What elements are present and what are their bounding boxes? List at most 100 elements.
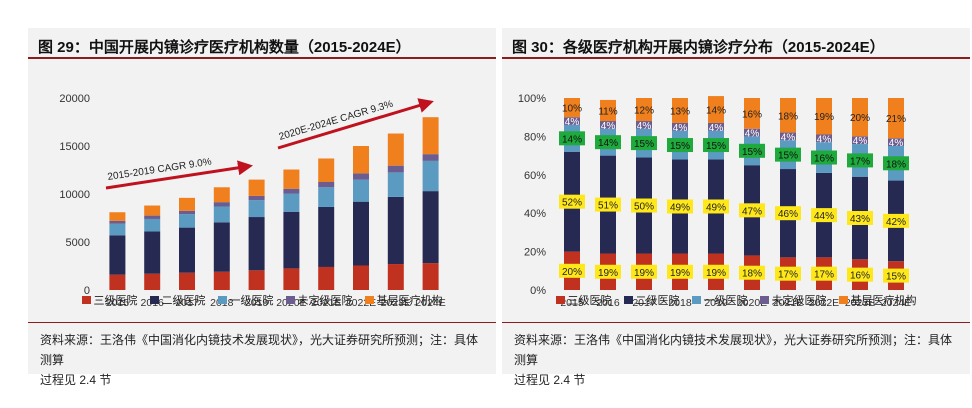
right-chart-title: 图 30：各级医疗机构开展内镜诊疗分布（2015-2024E） <box>512 39 885 56</box>
left-bar-2017-- <box>179 227 195 273</box>
left-bar-2015-- <box>109 212 126 221</box>
right-data-label-bg <box>703 199 729 214</box>
right-legend-label-3: 未定级医院 <box>771 295 827 307</box>
right-y-tick-label: 40% <box>524 208 546 220</box>
right-x-tick-label: 2017 <box>632 297 656 309</box>
right-data-label: 10% <box>562 104 582 115</box>
right-data-label: 17% <box>814 270 834 281</box>
right-data-label: 15% <box>670 141 690 152</box>
left-bar-2019-- <box>248 195 265 201</box>
right-bar-2023e-- <box>852 136 868 145</box>
right-bar-2024e-- <box>888 98 904 139</box>
right-data-label: 47% <box>742 206 762 217</box>
left-bar-2016-- <box>144 218 161 232</box>
left-y-tick-label: 0 <box>84 285 90 297</box>
left-source-line-2: 过程见 2.4 节 <box>40 373 112 387</box>
right-data-label-bg <box>631 198 657 213</box>
right-data-label: 14% <box>706 106 726 117</box>
right-data-label-bg <box>667 264 693 279</box>
right-data-label: 16% <box>814 154 834 165</box>
right-x-tick-label: 2018 <box>668 297 692 309</box>
right-data-label-bg <box>739 265 765 280</box>
right-data-label: 12% <box>634 106 654 117</box>
left-bar-2018-- <box>213 187 230 203</box>
left-stacked-bar-chart: 0500010000150002000020152016201720182019… <box>59 93 445 309</box>
right-x-tick-label: 2023E <box>845 297 875 309</box>
left-chart-title: 图 29：中国开展内镜诊疗医疗机构数量（2015-2024E） <box>38 39 411 56</box>
left-legend-swatch-1 <box>149 296 159 304</box>
right-data-label: 19% <box>598 268 618 279</box>
right-data-label-bg <box>595 135 621 150</box>
right-legend-label-0: 三级医院 <box>567 295 612 307</box>
right-y-tick-label: 20% <box>524 247 546 259</box>
right-legend-item-0: 三级医院 <box>555 292 612 308</box>
left-bar-2024e-- <box>422 154 439 161</box>
left-legend-swatch-2 <box>217 296 227 304</box>
left-bar-2015-- <box>109 235 126 275</box>
right-legend-swatch-2 <box>691 296 701 304</box>
right-legend-item-2: 一级医院 <box>691 292 748 308</box>
right-bar-2021e-- <box>780 98 796 133</box>
left-bar-2018-- <box>213 206 230 223</box>
left-bar-2015-- <box>109 274 126 290</box>
left-bar-2022e-- <box>353 201 369 266</box>
right-data-label: 4% <box>709 123 724 134</box>
left-x-tick-label: 2019 <box>245 297 269 309</box>
right-data-label-bg <box>811 208 837 223</box>
left-bar-2019-- <box>248 200 265 218</box>
left-bar-2021e-- <box>318 182 335 188</box>
right-data-label: 17% <box>850 156 870 167</box>
right-x-tick-label: 2024E <box>881 297 911 309</box>
left-bar-2023e-- <box>387 133 404 166</box>
left-y-tick-label: 10000 <box>59 189 90 201</box>
left-bar-2017-- <box>179 214 195 228</box>
right-bar-2020e-- <box>744 98 760 129</box>
left-x-tick-label: 2015 <box>106 297 130 309</box>
left-bar-2020e-- <box>283 188 300 194</box>
right-data-label: 4% <box>781 132 796 143</box>
left-bar-2017-- <box>179 272 195 290</box>
right-legend-item-4: 基层医疗机构 <box>838 292 917 308</box>
right-data-label: 49% <box>706 202 726 213</box>
right-legend-swatch-0 <box>555 296 565 304</box>
left-cagr-arrow-2 <box>277 98 434 150</box>
right-source-rule <box>502 322 970 323</box>
left-y-tick-label: 5000 <box>66 237 90 249</box>
right-data-label: 44% <box>814 211 834 222</box>
right-percent-bar-chart: 0% 20% 40% 60% 80% 100% 20% 52% 14% 4% 10% 2015 19% 5… <box>518 93 911 309</box>
right-bar-2019-- <box>708 96 724 123</box>
right-data-label: 42% <box>886 217 906 228</box>
right-bar-2018-- <box>672 122 688 131</box>
right-bar-2015-- <box>564 98 580 118</box>
left-bar-2024e-- <box>422 263 439 290</box>
right-data-label: 49% <box>670 202 690 213</box>
right-data-label: 51% <box>598 201 618 212</box>
right-x-tick-label: 2022E <box>809 297 839 309</box>
right-legend-item-1: 二级医院 <box>623 292 680 308</box>
right-data-label: 21% <box>886 114 906 125</box>
right-data-label-bg <box>667 138 693 153</box>
left-bar-2015-- <box>109 223 126 236</box>
right-bar-2017-- <box>636 121 652 129</box>
right-bar-2022e-- <box>816 98 832 135</box>
right-bar-2015-- <box>564 117 580 125</box>
left-bar-2017-- <box>179 210 195 215</box>
right-x-tick-label: 2016 <box>596 297 620 309</box>
right-data-label-bg <box>595 197 621 212</box>
right-data-label-bg <box>631 264 657 279</box>
left-bar-2015-- <box>109 220 126 224</box>
right-data-label: 20% <box>562 267 582 278</box>
right-y-tick-label: 60% <box>524 170 546 182</box>
right-data-label: 16% <box>742 109 762 120</box>
right-legend-swatch-1 <box>623 296 633 304</box>
left-bar-2022e-- <box>353 146 369 174</box>
right-data-label-bg <box>739 143 765 158</box>
left-bar-2022e-- <box>353 265 369 290</box>
left-bar-2016-- <box>144 215 161 219</box>
left-source-rule <box>28 322 496 323</box>
right-data-label-bg <box>883 156 909 171</box>
left-bar-2019-- <box>248 179 265 196</box>
right-data-label-bg <box>883 268 909 283</box>
left-source-note: 资料来源：王洛伟《中国消化内镜技术发展现状》，光大证券研究所预测；注：具体测算 … <box>40 330 480 390</box>
left-bar-2021e-- <box>318 266 335 290</box>
